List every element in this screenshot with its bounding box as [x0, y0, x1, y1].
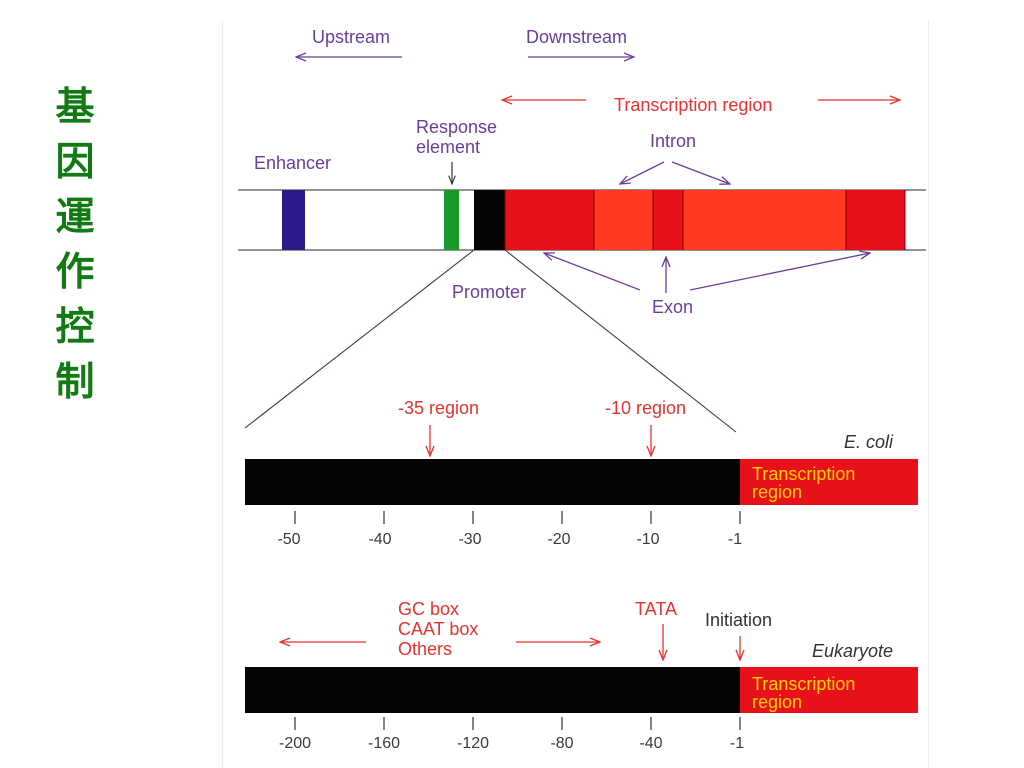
downstream-label: Downstream — [526, 27, 628, 47]
response-element-line: Response — [416, 117, 498, 137]
response-element-block — [444, 190, 459, 250]
exon-arrow — [544, 253, 641, 291]
intron-arrow — [671, 161, 730, 184]
initiation-label: Initiation — [705, 610, 773, 630]
eukaryote-tick-label: -160 — [367, 735, 401, 752]
eukaryote-elements-label: GC box CAAT box Others — [398, 599, 478, 659]
transcription-region-label: Transcription region — [614, 95, 773, 115]
eukaryote-transcription-bar — [740, 667, 918, 713]
title-char: 作 — [55, 249, 95, 295]
eukaryote-tick-label: -80 — [550, 735, 574, 752]
intron-arrow — [620, 161, 665, 184]
title-char: 運 — [55, 194, 95, 240]
intron-block — [594, 190, 653, 250]
enhancer-label: Enhancer — [254, 153, 332, 173]
ecoli-promoter-bar — [245, 459, 740, 505]
exon-arrow — [689, 253, 870, 291]
eukaryote-element-line: Others — [398, 639, 453, 659]
tata-label: TATA — [635, 599, 677, 619]
eukaryote-organism-label: Eukaryote — [812, 641, 894, 661]
eukaryote-element-line: CAAT box — [398, 619, 479, 639]
eukaryote-promoter-bar — [245, 667, 740, 713]
region-10-label: -10 region — [605, 398, 687, 418]
exon-block — [653, 190, 683, 250]
intron-block — [683, 190, 846, 250]
title-char: 制 — [55, 359, 95, 405]
ecoli-transcription-bar — [740, 459, 918, 505]
eukaryote-element-line: GC box — [398, 599, 460, 619]
response-element-line: element — [416, 137, 481, 157]
title-char: 基 — [55, 84, 95, 130]
upstream-label: Upstream — [312, 27, 391, 47]
promoter-zoom-line-left — [244, 249, 475, 429]
exon-block — [505, 190, 594, 250]
ecoli-tick-label: -1 — [727, 531, 743, 548]
ecoli-transcription-line: region — [752, 482, 803, 502]
exon-block — [846, 190, 905, 250]
ecoli-tick-label: -20 — [547, 531, 571, 548]
promoter-label: Promoter — [452, 282, 527, 302]
eukaryote-tick-label: -1 — [729, 735, 745, 752]
eukaryote-tick-label: -120 — [456, 735, 490, 752]
eukaryote-transcription-line: region — [752, 692, 803, 712]
title-char: 控 — [55, 304, 95, 350]
ecoli-tick-label: -30 — [458, 531, 482, 548]
eukaryote-transcription-line: Transcription — [752, 674, 856, 694]
exon-label: Exon — [652, 297, 694, 317]
eukaryote-tick-label: -40 — [639, 735, 663, 752]
ecoli-tick-label: -50 — [277, 531, 301, 548]
response-element-label: Response element — [416, 117, 497, 157]
ecoli-organism-label: E. coli — [844, 432, 894, 452]
ecoli-tick-label: -10 — [636, 531, 660, 548]
ecoli-tick-label: -40 — [368, 531, 392, 548]
enhancer-block — [282, 190, 305, 250]
figure-panel — [222, 20, 929, 768]
eukaryote-tick-label: -200 — [278, 735, 312, 752]
promoter-block — [474, 190, 505, 250]
ecoli-transcription-label: Transcription region — [752, 465, 855, 501]
region-35-label: -35 region — [398, 398, 480, 418]
eukaryote-transcription-label: Transcription region — [752, 675, 855, 711]
intron-label: Intron — [650, 131, 697, 151]
vertical-title: 基 因 運 作 控 制 — [44, 80, 106, 410]
promoter-zoom-line-right — [504, 249, 737, 433]
ecoli-transcription-line: Transcription — [752, 464, 856, 484]
title-char: 因 — [55, 139, 95, 185]
